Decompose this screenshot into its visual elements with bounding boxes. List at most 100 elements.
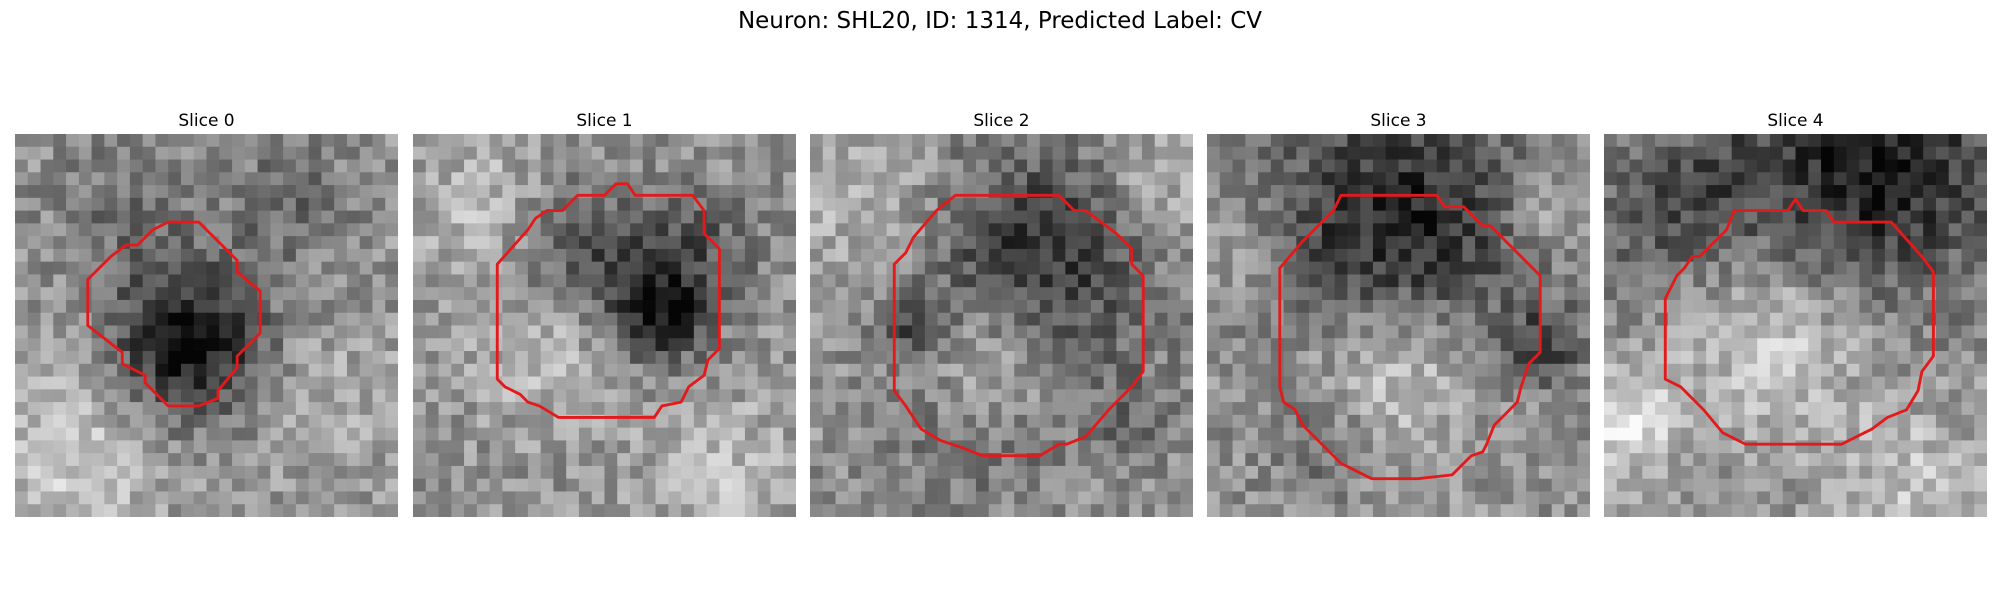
image-pixel (861, 249, 875, 263)
image-pixel (1142, 172, 1156, 186)
image-pixel (836, 504, 850, 517)
image-pixel (1642, 326, 1656, 340)
image-pixel (694, 351, 708, 365)
image-pixel (566, 211, 580, 225)
image-pixel (1910, 504, 1924, 517)
image-pixel (1885, 262, 1899, 276)
image-pixel (912, 491, 926, 505)
image-pixel (1744, 287, 1758, 301)
image-pixel (912, 287, 926, 301)
image-pixel (836, 249, 850, 263)
image-pixel (413, 504, 427, 517)
image-pixel (758, 491, 772, 505)
image-pixel (553, 147, 567, 161)
image-pixel (1180, 415, 1193, 429)
image-pixel (515, 338, 529, 352)
image-pixel (1949, 377, 1963, 391)
image-pixel (1821, 453, 1835, 467)
image-pixel (823, 262, 837, 276)
image-pixel (1065, 223, 1079, 237)
image-pixel (1859, 326, 1873, 340)
image-pixel (950, 415, 964, 429)
image-pixel (1233, 389, 1247, 403)
image-pixel (732, 172, 746, 186)
image-pixel (823, 249, 837, 263)
image-pixel (1539, 134, 1553, 148)
image-pixel (1424, 287, 1438, 301)
image-pixel (283, 249, 297, 263)
image-pixel (1053, 415, 1067, 429)
image-pixel (848, 479, 862, 493)
image-pixel (334, 262, 348, 276)
image-pixel (592, 249, 606, 263)
image-pixel (1872, 198, 1886, 212)
image-pixel (1116, 211, 1130, 225)
image-pixel (783, 274, 796, 288)
image-pixel (1693, 466, 1707, 480)
image-pixel (1577, 198, 1590, 212)
image-pixel (745, 249, 759, 263)
image-pixel (719, 172, 733, 186)
image-pixel (1577, 147, 1590, 161)
image-pixel (579, 338, 593, 352)
image-pixel (143, 211, 157, 225)
image-pixel (592, 172, 606, 186)
image-pixel (413, 351, 427, 365)
image-pixel (451, 504, 465, 517)
image-pixel (1027, 479, 1041, 493)
image-pixel (605, 389, 619, 403)
image-pixel (1961, 160, 1975, 174)
image-pixel (1796, 160, 1810, 174)
image-pixel (1808, 479, 1822, 493)
image-pixel (1604, 402, 1618, 416)
image-pixel (15, 223, 29, 237)
image-pixel (1681, 351, 1695, 365)
image-pixel (1027, 364, 1041, 378)
image-pixel (1808, 313, 1822, 327)
image-pixel (836, 479, 850, 493)
image-pixel (925, 440, 939, 454)
image-pixel (1475, 198, 1489, 212)
image-pixel (28, 491, 42, 505)
image-pixel (28, 351, 42, 365)
image-pixel (181, 364, 195, 378)
image-pixel (1014, 351, 1028, 365)
image-pixel (1180, 160, 1193, 174)
image-pixel (1155, 172, 1169, 186)
image-pixel (1271, 274, 1285, 288)
image-pixel (1027, 147, 1041, 161)
image-pixel (989, 389, 1003, 403)
image-pixel (321, 147, 335, 161)
image-pixel (28, 377, 42, 391)
image-pixel (1757, 249, 1771, 263)
image-pixel (925, 504, 939, 517)
image-pixel (1872, 466, 1886, 480)
image-pixel (861, 364, 875, 378)
image-pixel (1411, 249, 1425, 263)
image-pixel (899, 172, 913, 186)
image-pixel (1872, 172, 1886, 186)
image-pixel (130, 274, 144, 288)
image-pixel (1245, 389, 1259, 403)
image-pixel (117, 211, 131, 225)
image-pixel (1552, 479, 1566, 493)
image-pixel (1360, 134, 1374, 148)
image-pixel (1220, 377, 1234, 391)
image-pixel (515, 287, 529, 301)
image-pixel (41, 185, 55, 199)
image-pixel (1155, 249, 1169, 263)
image-pixel (1002, 287, 1016, 301)
image-pixel (53, 504, 67, 517)
image-pixel (1475, 351, 1489, 365)
image-pixel (989, 402, 1003, 416)
image-pixel (334, 415, 348, 429)
image-pixel (1180, 326, 1193, 340)
image-pixel (360, 134, 374, 148)
image-pixel (630, 364, 644, 378)
image-pixel (1475, 172, 1489, 186)
image-pixel (1296, 300, 1310, 314)
image-pixel (1386, 211, 1400, 225)
image-pixel (1681, 211, 1695, 225)
image-pixel (296, 479, 310, 493)
image-pixel (309, 147, 323, 161)
